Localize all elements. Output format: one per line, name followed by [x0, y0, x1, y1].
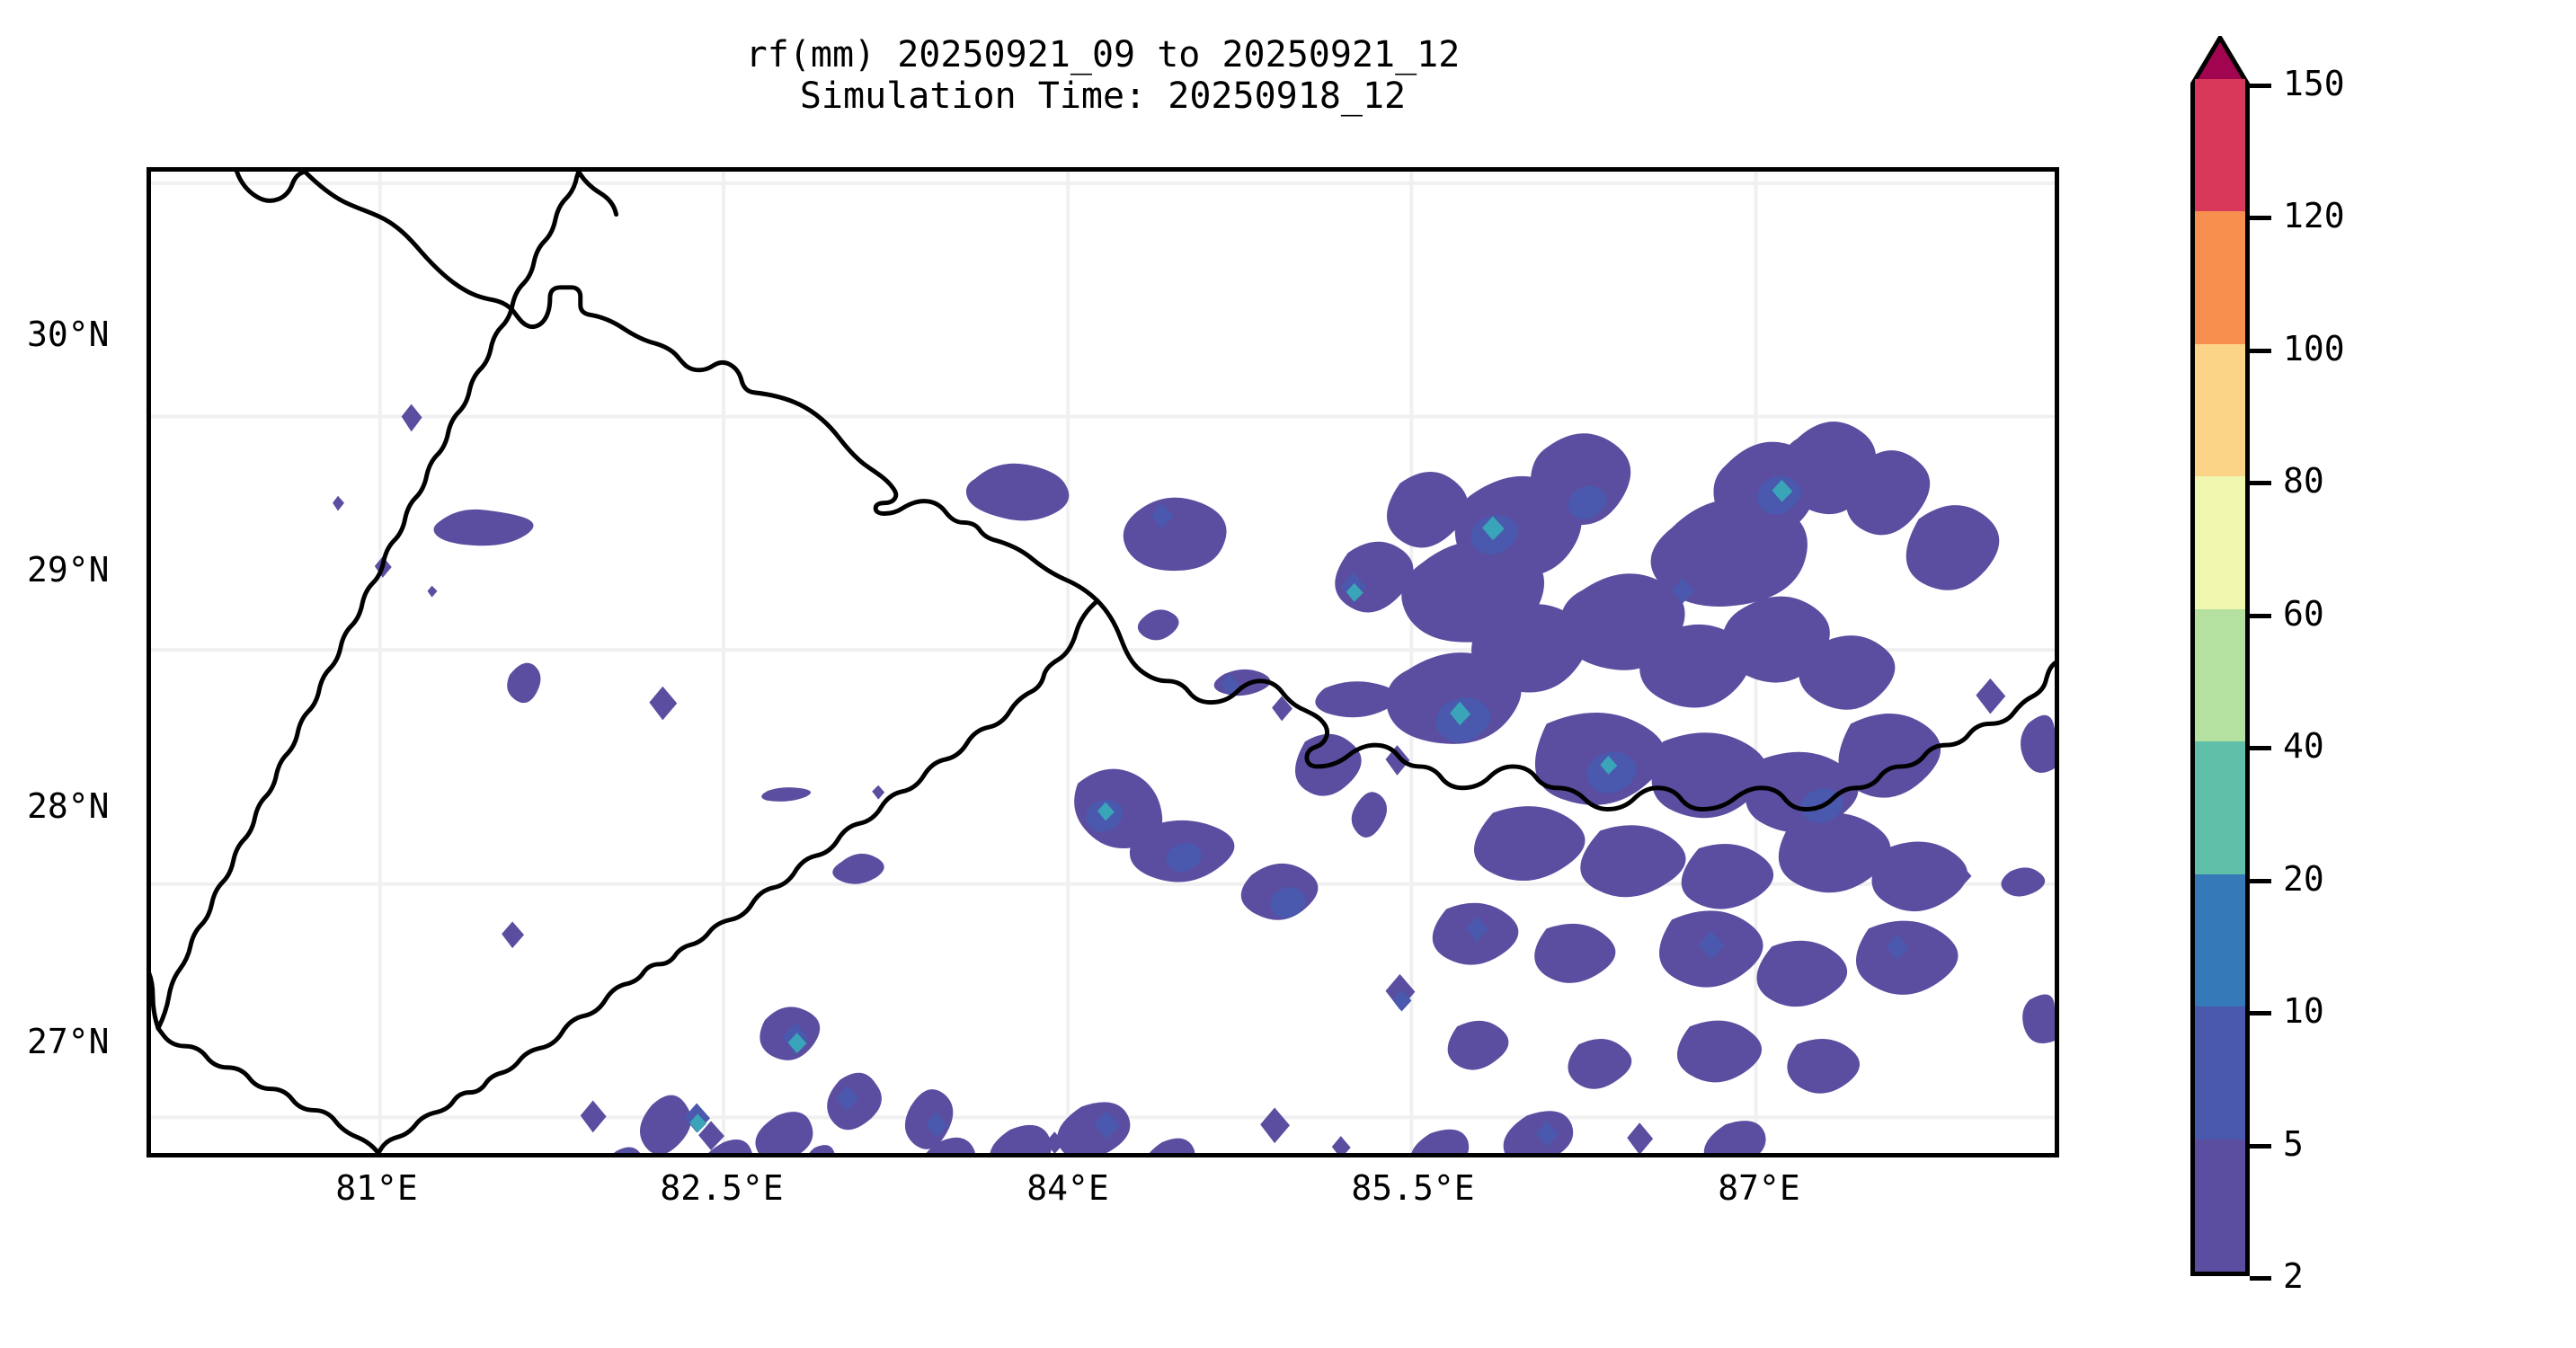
colorbar-tick-label-120: 120 [2283, 196, 2345, 236]
colorbar-tick-label-60: 60 [2283, 593, 2324, 634]
map-plot-area [151, 172, 2055, 1153]
colorbar-gradient [2190, 79, 2250, 1276]
nepal-boundary [151, 172, 2055, 1153]
xtick-label-2: 84°E [1026, 1168, 1109, 1208]
xtick-label-0: 81°E [335, 1168, 418, 1208]
colorbar-tick-label-2: 2 [2283, 1256, 2304, 1296]
colorbar-tick-20 [2250, 878, 2271, 883]
colorbar-tick-5 [2250, 1143, 2271, 1148]
colorbar-tick-label-80: 80 [2283, 461, 2324, 501]
colorbar-tick-60 [2250, 613, 2271, 618]
colorbar-band-2-5 [2195, 1139, 2245, 1272]
xtick-label-3: 85.5°E [1351, 1168, 1475, 1208]
colorbar-band-100-120 [2195, 211, 2245, 344]
xtick-label-1: 82.5°E [660, 1168, 784, 1208]
colorbar-band-10-20 [2195, 874, 2245, 1007]
title-line-1: rf(mm) 20250921_09 to 20250921_12 [745, 34, 1461, 75]
ytick-label-1: 29°N [27, 550, 110, 590]
colorbar-tick-label-150: 150 [2283, 64, 2345, 103]
colorbar-tick-120 [2250, 216, 2271, 221]
ytick-label-3: 27°N [27, 1022, 110, 1061]
colorbar-band-80-100 [2195, 343, 2245, 477]
colorbar: 2 5 10 20 40 60 80 100 120 150 [2190, 36, 2568, 1296]
title-line-2: Simulation Time: 20250918_12 [799, 75, 1407, 117]
colorbar-band-60-80 [2195, 476, 2245, 609]
colorbar-tick-10 [2250, 1011, 2271, 1016]
colorbar-tick-label-20: 20 [2283, 858, 2324, 899]
colorbar-band-20-40 [2195, 741, 2245, 874]
colorbar-band-120-150 [2195, 79, 2245, 212]
colorbar-tick-80 [2250, 481, 2271, 486]
colorbar-tick-100 [2250, 348, 2271, 353]
colorbar-tick-150 [2250, 84, 2271, 88]
colorbar-tick-2 [2250, 1276, 2271, 1281]
figure-title: rf(mm) 20250921_09 to 20250921_12 Simula… [147, 34, 2059, 117]
map-axes [147, 167, 2059, 1157]
colorbar-band-5-10 [2195, 1007, 2245, 1140]
colorbar-tick-label-10: 10 [2283, 991, 2324, 1032]
colorbar-band-40-60 [2195, 608, 2245, 742]
map-canvas [151, 172, 2055, 1153]
colorbar-tick-40 [2250, 746, 2271, 751]
colorbar-tick-label-100: 100 [2283, 328, 2345, 368]
colorbar-tick-label-5: 5 [2283, 1123, 2304, 1164]
ytick-label-2: 28°N [27, 786, 110, 826]
colorbar-tick-label-40: 40 [2283, 726, 2324, 767]
ytick-label-0: 30°N [27, 315, 110, 354]
xtick-label-4: 87°E [1718, 1168, 1800, 1208]
